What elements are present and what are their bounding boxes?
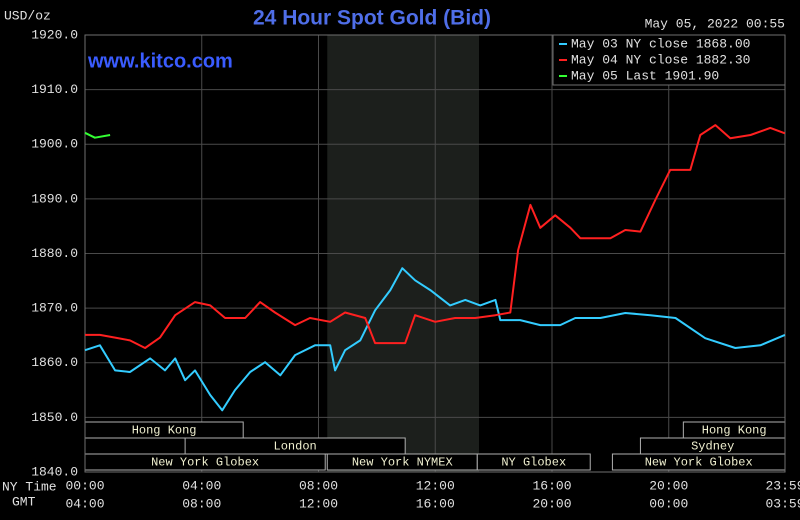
y-tick-label: 1860.0 xyxy=(31,355,78,370)
gmt-tick-label: 03:59 xyxy=(765,496,800,511)
session-label: New York Globex xyxy=(645,456,753,470)
x-tick-label: 12:00 xyxy=(416,478,455,493)
session-label: London xyxy=(274,440,317,454)
y-tick-label: 1880.0 xyxy=(31,246,78,261)
price-line xyxy=(84,131,111,139)
plot-frame xyxy=(84,34,786,473)
legend-label: May 05 Last 1901.90 xyxy=(571,68,719,83)
y-unit-label: USD/oz xyxy=(4,8,51,23)
x-tick-label: 23:59 xyxy=(765,478,800,493)
gmt-tick-label: 04:00 xyxy=(65,496,104,511)
x-tick-label: 20:00 xyxy=(649,478,688,493)
y-tick-label: 1900.0 xyxy=(31,137,78,152)
session-box xyxy=(476,453,591,471)
session-label: Hong Kong xyxy=(132,424,197,438)
watermark: www.kitco.com xyxy=(87,50,233,72)
x-axis-label: GMT xyxy=(12,494,36,509)
session-label: New York Globex xyxy=(151,456,259,470)
price-line xyxy=(85,124,786,349)
legend-label: May 03 NY close 1868.00 xyxy=(571,36,750,51)
session-label: Hong Kong xyxy=(702,424,767,438)
x-tick-label: 04:00 xyxy=(182,478,221,493)
y-tick-label: 1910.0 xyxy=(31,82,78,97)
y-tick-label: 1920.0 xyxy=(31,27,78,42)
legend-box xyxy=(552,34,786,86)
gmt-tick-label: 16:00 xyxy=(416,496,455,511)
gmt-tick-label: 08:00 xyxy=(182,496,221,511)
x-tick-label: 16:00 xyxy=(532,478,571,493)
session-label: New York NYMEX xyxy=(352,456,453,470)
gmt-tick-label: 00:00 xyxy=(649,496,688,511)
timestamp: May 05, 2022 00:55 xyxy=(645,16,785,31)
y-tick-label: 1870.0 xyxy=(31,301,78,316)
chart-title: 24 Hour Spot Gold (Bid) xyxy=(253,7,491,30)
y-tick-label: 1840.0 xyxy=(31,464,78,479)
x-tick-label: 08:00 xyxy=(299,478,338,493)
y-tick-label: 1890.0 xyxy=(31,191,78,206)
session-label: Sydney xyxy=(691,440,734,454)
price-line xyxy=(84,267,786,412)
x-axis-label: NY Time xyxy=(2,479,57,494)
x-tick-label: 00:00 xyxy=(65,478,104,493)
legend-label: May 04 NY close 1882.30 xyxy=(571,52,750,67)
gmt-tick-label: 12:00 xyxy=(299,496,338,511)
session-label: NY Globex xyxy=(501,456,566,470)
y-tick-label: 1850.0 xyxy=(31,410,78,425)
gmt-tick-label: 20:00 xyxy=(532,496,571,511)
